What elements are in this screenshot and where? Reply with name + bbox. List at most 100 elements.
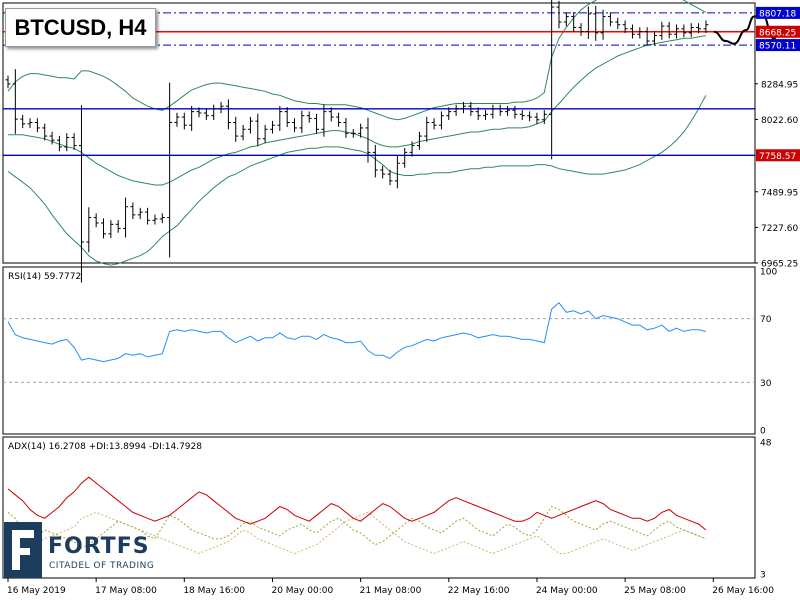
fortfs-logo: FORTFS CITADEL OF TRADING [4,522,154,578]
candle-90 [666,21,672,39]
candle-78 [578,23,584,36]
candle-81 [600,9,606,40]
candle-32 [240,125,246,141]
candle-91 [674,24,680,39]
candle-4 [34,118,40,133]
level-badge-0: 8807.18 [759,9,796,19]
x-tick-3: 20 May 00:00 [271,586,333,596]
candle-8 [64,133,70,152]
candle-23 [174,112,180,127]
grid-lines [3,318,755,383]
candle-47 [350,129,356,138]
logo-mark-bar-top [12,530,34,538]
candle-56 [416,131,422,150]
candle-51 [380,165,386,179]
x-tick-0: 16 May 2019 [7,586,66,596]
x-tick-8: 26 May 16:00 [712,586,774,596]
candle-5 [42,123,48,141]
price-tick-1: 8022.60 [761,116,798,126]
candle-17 [130,202,136,220]
adx-tick-0: 48 [760,439,772,449]
candle-7 [56,135,62,152]
candle-62 [460,101,466,114]
candle-2 [20,114,26,129]
candle-80 [593,5,599,41]
logo-mark-bar-mid [12,548,30,555]
candle-60 [446,107,452,120]
candle-25 [189,105,195,131]
price-tick-0: 8284.95 [761,80,798,90]
candle-89 [659,21,665,40]
candle-13 [101,218,107,239]
candle-14 [108,220,114,239]
candle-74 [549,0,555,160]
candle-6 [49,131,55,145]
candle-31 [233,116,239,142]
x-tick-6: 24 May 00:00 [536,586,598,596]
candle-0 [5,75,11,89]
x-tick-2: 18 May 16:00 [183,586,245,596]
price-tick-3: 7489.95 [761,188,798,198]
candle-18 [137,207,143,220]
price-axis: 8284.95 8022.60 7489.95 7227.60 6965.25 [755,80,798,270]
candle-87 [644,27,650,46]
rsi-line [7,302,707,363]
rsi-panel [2,266,756,435]
candle-92 [681,24,687,38]
level-badge-2: 8570.11 [759,42,796,52]
candle-24 [181,112,187,130]
candle-11 [86,207,92,253]
plus-di-line [7,505,707,549]
candle-36 [269,120,275,134]
candle-35 [262,125,268,144]
price-tick-5: 6965.25 [761,260,798,270]
candle-39 [292,118,298,133]
candle-20 [152,214,158,225]
candle-58 [431,118,437,130]
candle-88 [651,31,657,46]
x-tick-4: 21 May 08:00 [360,586,422,596]
candles [5,0,709,283]
candle-76 [563,12,569,27]
candle-83 [615,17,621,30]
candle-53 [394,155,400,189]
adx-label: ADX(14) 16.2708 +DI:13.8994 -DI:14.7928 [8,442,202,452]
candle-93 [688,23,694,38]
candle-34 [255,113,261,147]
candle-28 [211,104,217,120]
candle-21 [159,213,165,224]
candle-66 [490,104,496,119]
candle-15 [115,220,121,233]
rsi-tick-1: 70 [760,315,772,325]
x-axis: 16 May 2019 17 May 08:00 18 May 16:00 20 Ma… [7,578,774,596]
candle-71 [527,111,533,122]
candle-52 [387,169,393,186]
level-badges: 8807.18 8668.25 8570.11 7758.57 [756,6,800,162]
rsi-tick-2: 30 [760,379,772,389]
candle-48 [358,123,364,138]
candle-63 [468,101,474,116]
bollinger-middle-line [8,35,706,186]
candle-72 [534,112,540,125]
logo-tagline: CITADEL OF TRADING [49,561,154,571]
level-badge-1: 8668.25 [759,28,796,38]
bollinger-bands [7,0,707,266]
candle-85 [629,24,635,39]
x-tick-7: 25 May 08:00 [624,586,686,596]
candle-3 [27,118,33,129]
rsi-plot: 100 70 30 0 [7,268,777,437]
candle-65 [483,110,489,120]
candle-44 [328,107,334,122]
rsi-tick-0: 100 [760,268,777,278]
candle-43 [321,104,327,137]
chart-frames [2,2,756,579]
chart-title: BTCUSD, H4 [5,8,156,47]
level-badge-bg-3 [756,149,800,162]
candle-1 [12,69,18,134]
price-tick-4: 7227.60 [761,224,798,234]
candle-16 [123,197,129,238]
logo-brand: FORTFS [48,534,150,559]
candle-61 [453,104,459,116]
candle-10 [78,105,84,283]
